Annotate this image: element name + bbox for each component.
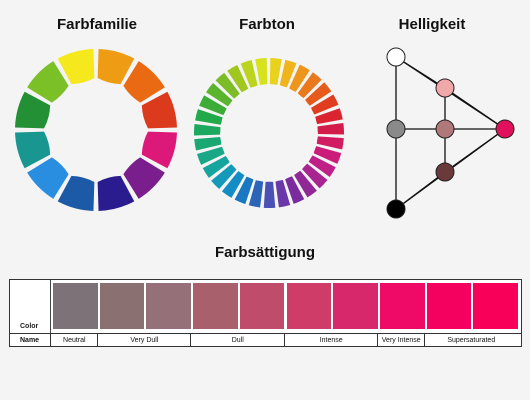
hue-segment bbox=[315, 108, 343, 125]
brightness-graph bbox=[386, 47, 515, 219]
dark-brown-node bbox=[435, 162, 455, 182]
hue-segment bbox=[193, 123, 221, 136]
family-segment bbox=[27, 157, 69, 199]
hue-segment bbox=[255, 58, 268, 85]
hue-segment bbox=[289, 64, 310, 92]
family-segment bbox=[27, 61, 69, 103]
hue-segment bbox=[316, 136, 344, 150]
title-color-family: Farbfamilie bbox=[56, 16, 138, 33]
saturation-swatch bbox=[239, 283, 285, 329]
dusty-rose-node bbox=[435, 119, 455, 139]
family-segment bbox=[15, 91, 51, 129]
hue-segment bbox=[215, 72, 240, 99]
family-segment bbox=[123, 61, 165, 103]
hue-segment bbox=[308, 155, 336, 178]
color-label-text: Color bbox=[20, 323, 39, 330]
saturation-swatch-row: Color bbox=[10, 280, 521, 333]
hue-segment bbox=[311, 94, 339, 115]
light-pink-node bbox=[435, 78, 455, 98]
hue-segment bbox=[199, 95, 227, 116]
saturation-swatch bbox=[146, 283, 192, 329]
hue-segment bbox=[194, 137, 222, 151]
saturation-swatch bbox=[473, 283, 518, 329]
brightness-graph-nodes bbox=[386, 47, 515, 219]
hue-segment bbox=[263, 181, 276, 209]
title-brightness: Helligkeit bbox=[398, 16, 466, 33]
hue-segment bbox=[317, 122, 345, 135]
family-segment bbox=[141, 131, 177, 169]
hue-segment bbox=[279, 59, 297, 88]
hue-segment bbox=[234, 176, 254, 205]
family-segment bbox=[123, 157, 165, 199]
hue-segment bbox=[269, 58, 282, 85]
hue-segment bbox=[285, 176, 305, 204]
hue-segment bbox=[197, 146, 225, 165]
saturation-swatch bbox=[99, 283, 145, 329]
hue-segment bbox=[202, 155, 230, 178]
hue-segment bbox=[305, 82, 332, 106]
family-segment bbox=[141, 91, 177, 129]
black-node bbox=[386, 199, 406, 219]
saturation-group-label: Dull bbox=[190, 334, 284, 347]
hue-segment bbox=[294, 170, 317, 198]
family-segment bbox=[15, 131, 51, 169]
saturation-group-label: Neutral bbox=[50, 334, 98, 347]
color-row-label: Color bbox=[10, 280, 51, 333]
name-row-label: Name bbox=[20, 337, 40, 344]
hue-segment bbox=[221, 171, 245, 198]
hue-segment bbox=[211, 164, 237, 190]
saturation-name-row: Name Neutral Very Dull Dull Intense Very Int… bbox=[10, 333, 521, 347]
saturation-swatch bbox=[379, 283, 425, 329]
family-segment bbox=[57, 175, 95, 211]
hue-segment bbox=[297, 72, 322, 99]
graph-edge bbox=[444, 87, 506, 130]
family-segment bbox=[97, 175, 135, 211]
saturation-swatch bbox=[426, 283, 472, 329]
gray-node bbox=[386, 119, 406, 139]
hue-segment bbox=[206, 83, 233, 107]
saturation-group-label: Very Intense bbox=[376, 334, 425, 347]
hue-segment bbox=[195, 109, 223, 125]
saturation-swatch bbox=[53, 283, 98, 329]
hue-segment bbox=[313, 146, 342, 164]
title-saturation: Farbsättigung bbox=[215, 244, 315, 261]
saturation-group-label: Intense bbox=[283, 334, 378, 347]
title-hue: Farbton bbox=[239, 16, 295, 33]
saturation-swatch bbox=[286, 283, 332, 329]
magenta-node bbox=[495, 119, 515, 139]
white-node bbox=[386, 47, 406, 67]
color-family-wheel bbox=[15, 49, 177, 211]
diagram-canvas bbox=[15, 47, 515, 219]
saturation-swatch bbox=[333, 283, 378, 329]
hue-segment bbox=[240, 60, 258, 88]
hue-segment bbox=[227, 65, 249, 93]
family-segment bbox=[97, 49, 135, 85]
family-segment bbox=[57, 49, 95, 85]
saturation-group-label: Very Dull bbox=[96, 334, 191, 347]
hue-segment bbox=[248, 180, 264, 208]
hue-wheel bbox=[193, 58, 345, 209]
hue-segment bbox=[302, 163, 328, 189]
saturation-swatch bbox=[193, 283, 238, 329]
hue-segment bbox=[275, 180, 291, 208]
saturation-table: Color Name Neutral Very Dull Dull Intense Ve… bbox=[9, 279, 522, 347]
saturation-group-label: Supersaturated bbox=[423, 334, 518, 347]
